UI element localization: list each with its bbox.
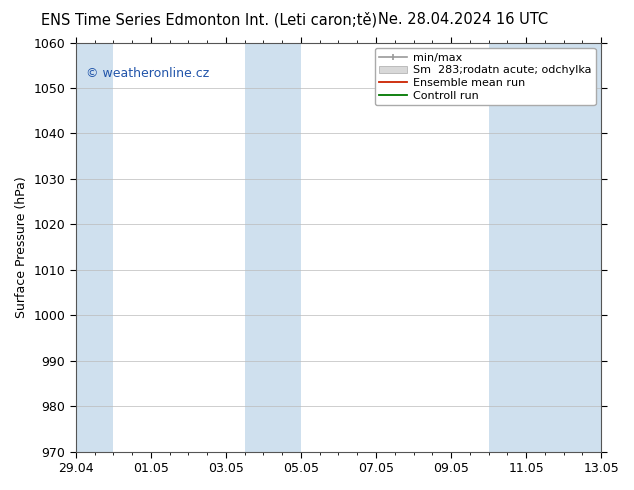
Bar — [76, 43, 113, 452]
Text: Ne. 28.04.2024 16 UTC: Ne. 28.04.2024 16 UTC — [378, 12, 548, 27]
Bar — [489, 43, 601, 452]
Text: ENS Time Series Edmonton Int. (Leti caron;tě): ENS Time Series Edmonton Int. (Leti caro… — [41, 12, 377, 28]
Text: © weatheronline.cz: © weatheronline.cz — [86, 67, 210, 80]
Bar — [245, 43, 301, 452]
Y-axis label: Surface Pressure (hPa): Surface Pressure (hPa) — [15, 176, 28, 318]
Legend: min/max, Sm  283;rodatn acute; odchylka, Ensemble mean run, Controll run: min/max, Sm 283;rodatn acute; odchylka, … — [375, 48, 595, 105]
